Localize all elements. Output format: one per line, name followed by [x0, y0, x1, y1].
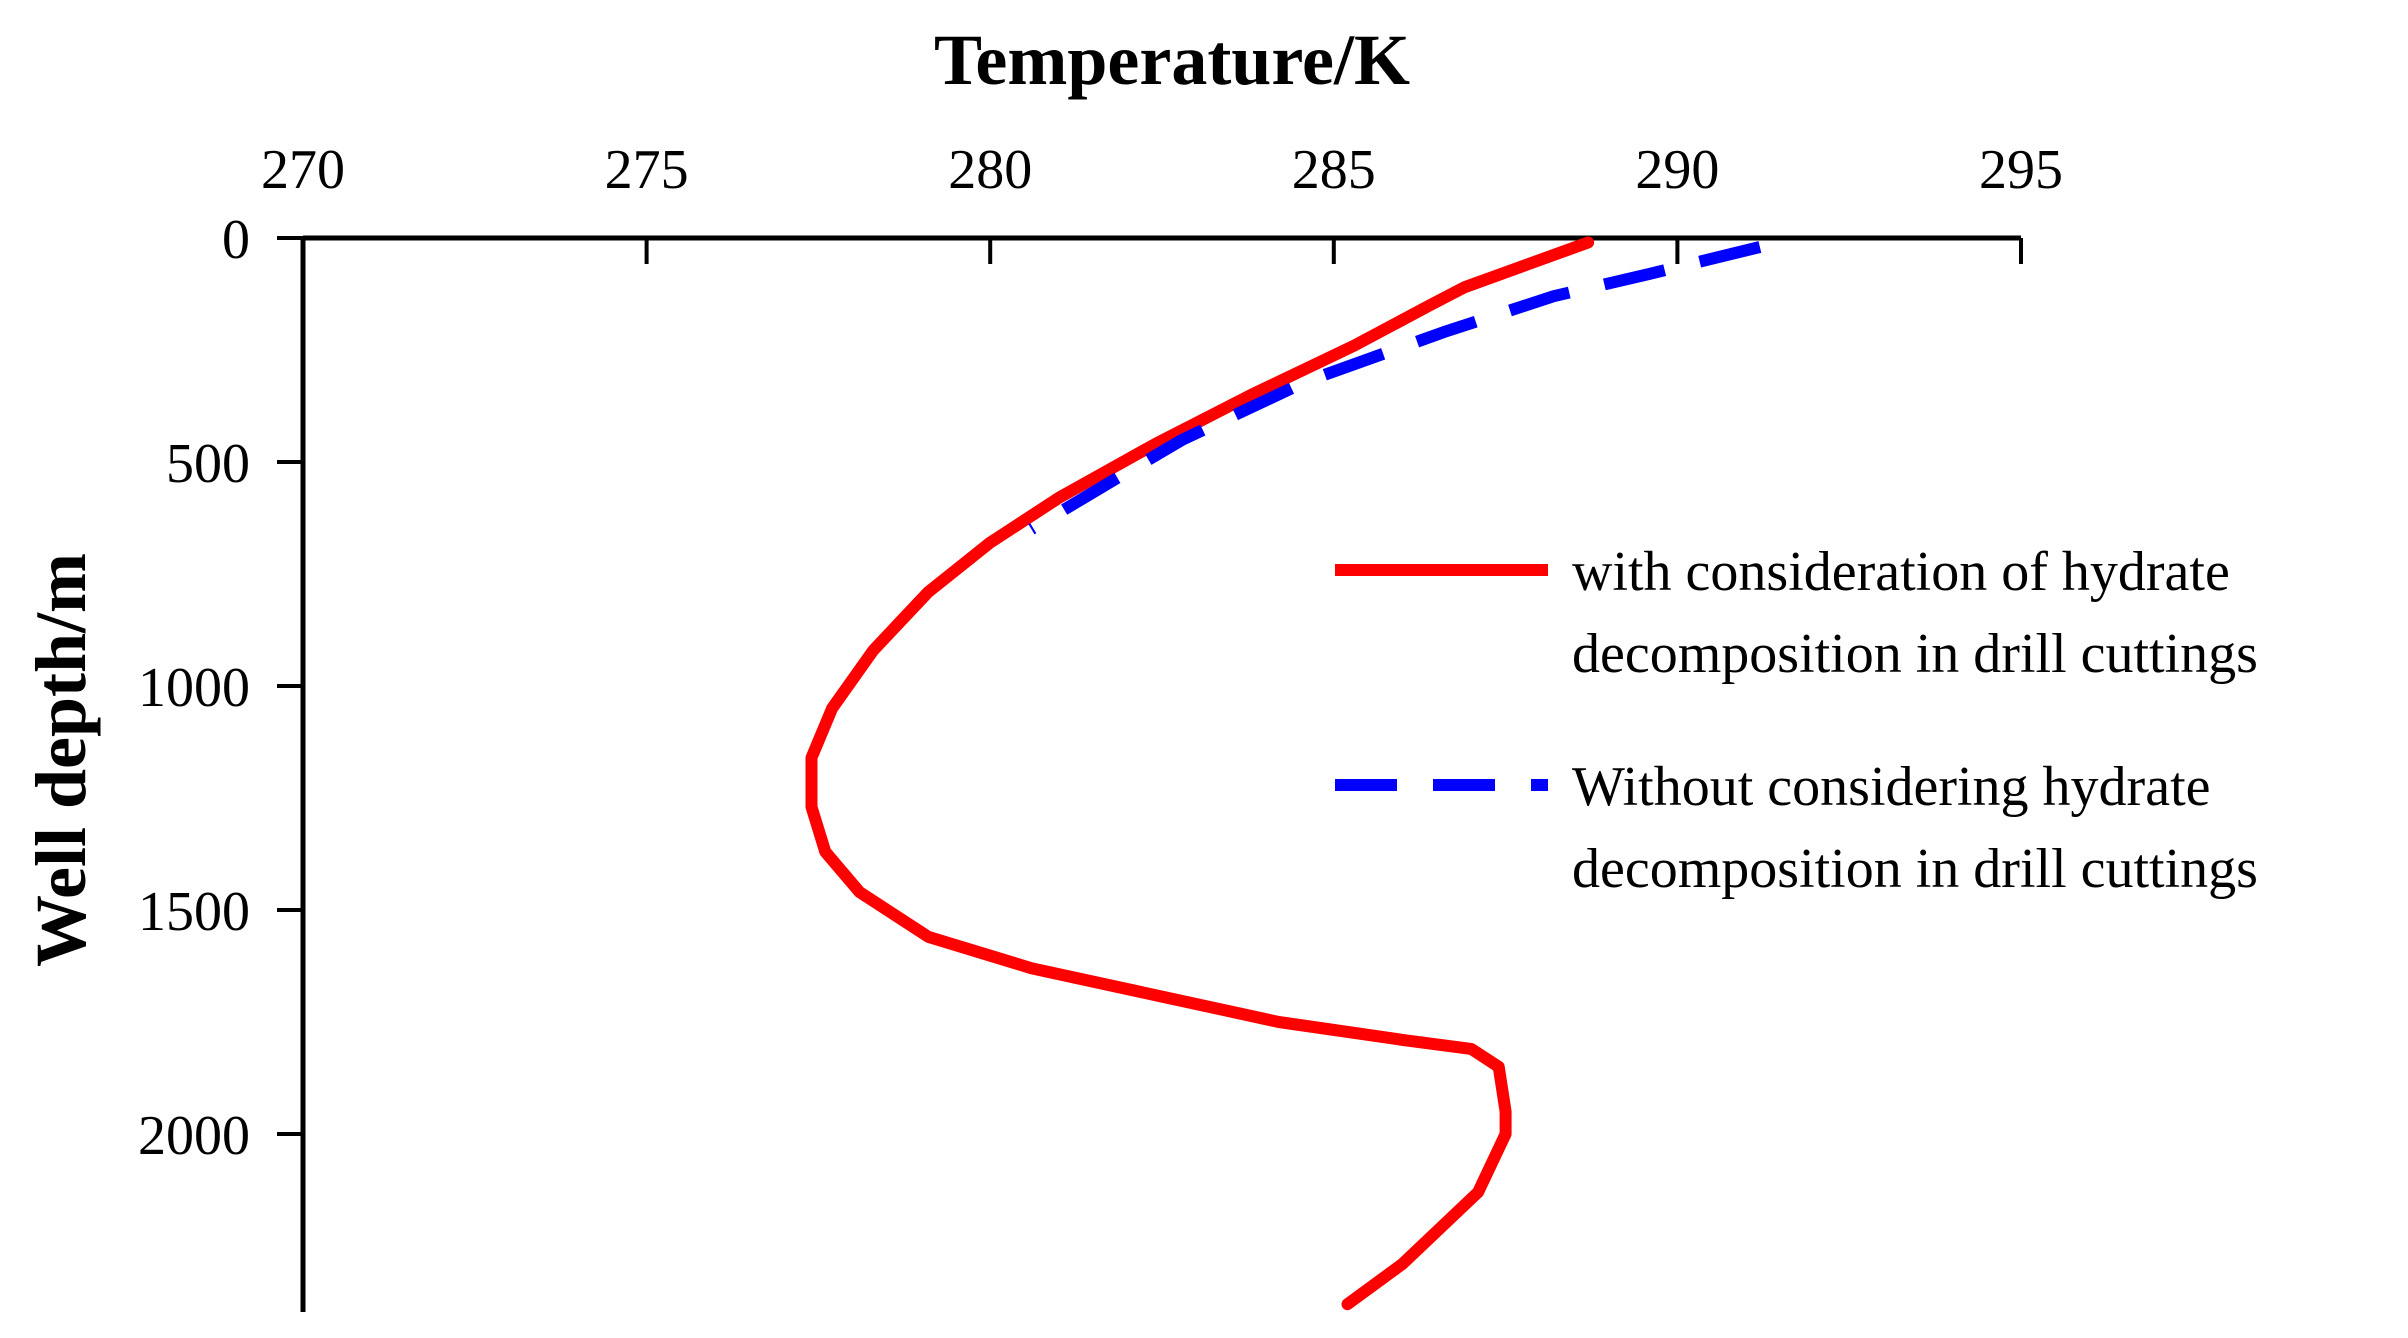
legend-label-blue-line1: Without considering hydrate [1572, 756, 2210, 818]
x-tick-label: 295 [1979, 139, 2063, 201]
x-tick-label: 290 [1635, 139, 1719, 201]
series-layer [805, 236, 1762, 1311]
series-line-red-solid [805, 236, 1595, 1311]
series-line-blue-dashed [1028, 241, 1762, 535]
legend-label-red-line2: decomposition in drill cuttings [1572, 623, 2258, 685]
legend: with consideration of hydrate decomposit… [1335, 541, 2258, 900]
x-ticks: 270 275 280 285 290 295 [261, 139, 2063, 264]
legend-label-red-line1: with consideration of hydrate [1572, 541, 2230, 603]
legend-item-red: with consideration of hydrate decomposit… [1335, 541, 2258, 685]
x-tick-label: 280 [948, 139, 1032, 201]
y-tick-label: 1000 [138, 657, 250, 719]
x-tick-label: 275 [605, 139, 689, 201]
y-tick-label: 0 [222, 209, 250, 271]
y-tick-label: 2000 [138, 1105, 250, 1167]
y-tick-label: 1500 [138, 881, 250, 943]
y-tick-label: 500 [166, 433, 250, 495]
x-axis-title: Temperature/K [934, 20, 1410, 100]
y-ticks: 0 500 1000 1500 2000 [138, 209, 303, 1167]
x-tick-label: 270 [261, 139, 345, 201]
y-axis-title: Well depth/m [21, 553, 101, 967]
legend-item-blue: Without considering hydrate decompositio… [1335, 756, 2258, 900]
legend-label-blue-line2: decomposition in drill cuttings [1572, 838, 2258, 900]
x-tick-label: 285 [1292, 139, 1376, 201]
